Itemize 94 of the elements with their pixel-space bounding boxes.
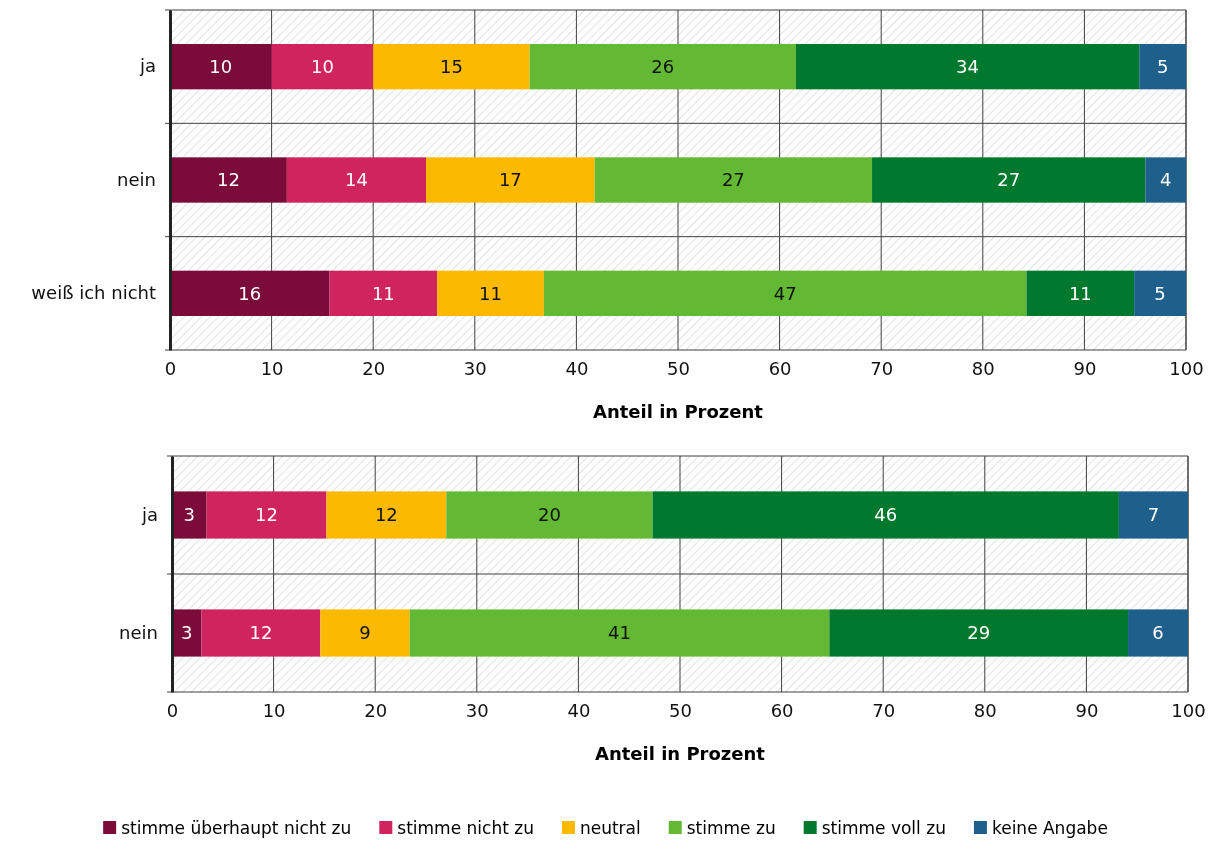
bar — [543, 270, 1027, 316]
x-tick-label: 20 — [364, 699, 388, 721]
legend-label: stimme voll zu — [821, 817, 946, 838]
data-label: 20 — [537, 504, 561, 526]
legend-label: stimme zu — [686, 817, 776, 838]
data-label: 15 — [439, 55, 463, 77]
x-tick-label: 20 — [362, 357, 386, 379]
data-label: 4 — [1159, 169, 1172, 191]
data-label: 29 — [967, 622, 991, 644]
x-tick-label: 10 — [262, 699, 286, 721]
bar — [326, 491, 447, 539]
x-tick-label: 80 — [973, 699, 997, 721]
x-tick-label: 100 — [1171, 699, 1206, 721]
data-label: 9 — [359, 622, 371, 644]
x-tick-label: 0 — [164, 357, 177, 379]
bar — [829, 609, 1129, 657]
bar — [286, 157, 427, 203]
x-tick-label: 80 — [971, 357, 995, 379]
bar — [373, 44, 530, 90]
data-label: 27 — [721, 169, 745, 191]
data-label: 3 — [183, 504, 195, 526]
bar — [206, 491, 327, 539]
bar — [426, 157, 595, 203]
x-tick-label: 70 — [872, 699, 896, 721]
data-label: 7 — [1147, 504, 1160, 526]
x-tick-label: 60 — [770, 699, 794, 721]
data-label: 27 — [997, 169, 1021, 191]
data-label: 47 — [773, 282, 797, 304]
bar — [795, 44, 1140, 90]
x-tick-label: 10 — [260, 357, 284, 379]
bar — [201, 609, 321, 657]
bar — [1145, 157, 1186, 203]
legend-label: keine Angabe — [991, 817, 1108, 838]
bar — [1134, 270, 1186, 316]
bar — [170, 270, 330, 316]
data-label: 5 — [1156, 55, 1169, 77]
bar — [170, 44, 272, 90]
bar — [529, 44, 796, 90]
data-label: 5 — [1154, 282, 1166, 304]
x-tick-label: 70 — [870, 357, 894, 379]
x-tick-label: 30 — [465, 699, 489, 721]
bar — [409, 609, 830, 657]
y-tick-label: nein — [117, 168, 156, 190]
data-label: 12 — [216, 169, 240, 191]
bar — [1118, 491, 1188, 539]
data-label: 11 — [1068, 282, 1092, 304]
data-label: 12 — [249, 622, 273, 644]
bar — [170, 157, 287, 203]
x-tick-label: 50 — [667, 357, 690, 379]
data-label: 10 — [310, 55, 334, 77]
x-tick-label: 0 — [166, 699, 179, 721]
data-label: 6 — [1152, 622, 1164, 644]
data-label: 17 — [498, 169, 522, 191]
data-label: 12 — [255, 504, 278, 526]
data-label: 12 — [374, 504, 398, 526]
bar — [320, 609, 410, 657]
data-label: 34 — [956, 55, 980, 77]
data-label: 3 — [181, 622, 193, 644]
x-tick-label: 60 — [768, 357, 792, 379]
x-tick-label: 100 — [1169, 357, 1204, 379]
legend-label: neutral — [579, 817, 641, 838]
data-label: 16 — [238, 282, 262, 304]
bar — [271, 44, 374, 90]
data-label: 46 — [874, 504, 898, 526]
data-label: 14 — [344, 169, 368, 191]
bar — [446, 491, 653, 539]
bar — [1026, 270, 1135, 316]
bar — [1128, 609, 1188, 657]
x-axis-title: Anteil in Prozent — [595, 743, 766, 764]
bar — [652, 491, 1119, 539]
data-label: 10 — [209, 55, 233, 77]
y-tick-label: nein — [119, 621, 158, 643]
legend-label: stimme nicht zu — [397, 817, 534, 838]
x-tick-label: 30 — [463, 357, 487, 379]
x-tick-label: 40 — [567, 699, 591, 721]
x-tick-label: 50 — [669, 699, 692, 721]
legend-label: stimme überhaupt nicht zu — [121, 817, 352, 838]
bar — [872, 157, 1146, 203]
x-axis-title: Anteil in Prozent — [593, 401, 764, 422]
data-label: 41 — [608, 622, 631, 644]
bar — [329, 270, 438, 316]
data-label: 11 — [479, 282, 502, 304]
y-tick-label: weiß ich nicht — [31, 282, 156, 304]
bar — [172, 491, 207, 539]
y-tick-label: ja — [140, 503, 158, 525]
bar — [1139, 44, 1186, 90]
x-tick-label: 40 — [565, 357, 589, 379]
x-tick-label: 90 — [1073, 357, 1097, 379]
data-label: 26 — [651, 55, 675, 77]
bar — [594, 157, 873, 203]
bar — [437, 270, 544, 316]
x-tick-label: 90 — [1075, 699, 1099, 721]
y-tick-label: ja — [138, 55, 156, 77]
data-label: 11 — [371, 282, 395, 304]
